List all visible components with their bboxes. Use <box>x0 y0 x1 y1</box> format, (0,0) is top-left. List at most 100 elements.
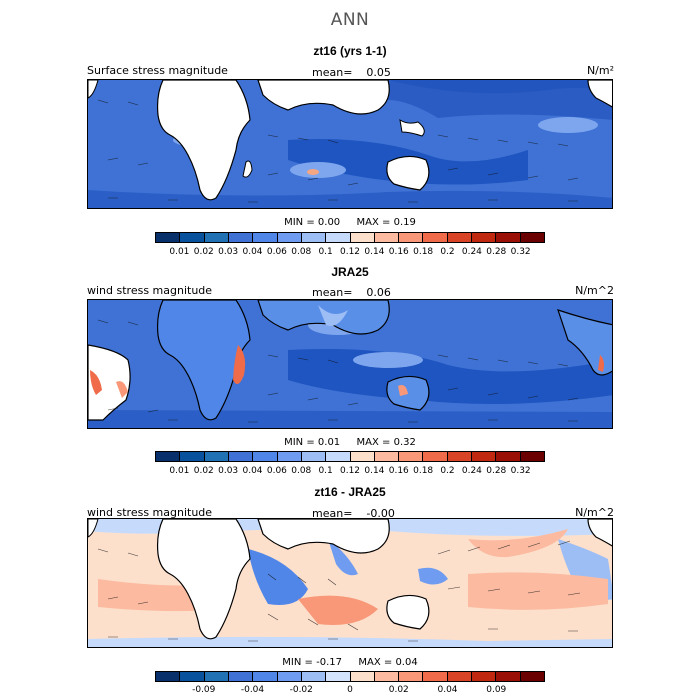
panel-3-colorbar <box>155 671 545 682</box>
colorbar-swatch <box>496 233 521 242</box>
panel-1-title: zt16 (yrs 1-1) <box>313 44 387 58</box>
colorbar-swatch <box>374 672 400 681</box>
panel-3-mean: mean= -0.00 <box>312 507 395 520</box>
panel-1-colorbar <box>155 232 545 243</box>
colorbar-tick-label: 0.04 <box>242 466 263 476</box>
colorbar-swatch <box>520 672 544 681</box>
colorbar-tick-label: 0.16 <box>388 466 409 476</box>
colorbar-tick-label: 0.01 <box>169 247 190 257</box>
panel-2-minmax: MIN = 0.01 MAX = 0.32 <box>0 437 700 448</box>
panel-3-variable-label: wind stress magnitude <box>87 506 213 519</box>
panel-1-variable-label: Surface stress magnitude <box>87 64 228 77</box>
colorbar-swatch <box>326 672 351 681</box>
colorbar-tick-label: 0.03 <box>218 466 239 476</box>
colorbar-tick-label: 0.18 <box>413 247 434 257</box>
panel-3-min-label: MIN = <box>282 657 313 668</box>
panel-2-max-value: 0.32 <box>393 437 416 448</box>
colorbar-swatch <box>301 452 327 461</box>
panel-2-mean-label: mean= <box>312 286 353 299</box>
panel-3-max-value: 0.04 <box>395 657 418 668</box>
panel-1-map <box>87 79 613 209</box>
panel-2-max-label: MAX = <box>356 437 391 448</box>
colorbar-swatch <box>204 672 229 681</box>
colorbar-swatch <box>156 233 181 242</box>
colorbar-tick-label: -0.02 <box>289 685 313 695</box>
colorbar-swatch <box>423 672 448 681</box>
panel-2-variable-label: wind stress magnitude <box>87 284 213 297</box>
colorbar-swatch <box>253 452 278 461</box>
colorbar-swatch <box>472 233 497 242</box>
colorbar-swatch <box>423 452 448 461</box>
colorbar-tick-label: 0.14 <box>364 466 385 476</box>
colorbar-tick-label: 0.06 <box>266 466 287 476</box>
colorbar-tick-label: 0.12 <box>339 247 361 257</box>
colorbar-swatch <box>496 672 521 681</box>
colorbar-tick-label: 0.01 <box>169 466 190 476</box>
panel-3-map-plot <box>88 519 612 647</box>
colorbar-tick-label: 0.12 <box>339 466 361 476</box>
colorbar-swatch <box>447 233 473 242</box>
colorbar-swatch <box>228 233 254 242</box>
panel-1-map-plot <box>88 80 612 208</box>
colorbar-tick-label: 0.04 <box>242 247 263 257</box>
colorbar-tick-label: 0.08 <box>291 247 312 257</box>
colorbar-tick-label: 0.2 <box>440 466 455 476</box>
colorbar-swatch <box>374 233 400 242</box>
panel-1-mean-label: mean= <box>312 66 353 79</box>
colorbar-swatch <box>520 452 544 461</box>
colorbar-swatch <box>277 452 302 461</box>
colorbar-swatch <box>326 452 351 461</box>
colorbar-tick-label: 0.08 <box>291 466 312 476</box>
panel-1-max-label: MAX = <box>356 217 391 228</box>
colorbar-tick-label: 0.03 <box>218 247 239 257</box>
colorbar-swatch <box>180 672 205 681</box>
colorbar-tick-label: 0.2 <box>440 247 455 257</box>
colorbar-swatch <box>301 672 327 681</box>
panel-2-map <box>87 299 613 429</box>
colorbar-tick-label: 0.02 <box>193 466 214 476</box>
panel-3-units: N/m^2 <box>575 506 614 519</box>
panel-3-mean-value: -0.00 <box>366 507 395 520</box>
colorbar-swatch <box>326 233 351 242</box>
panel-3-max-label: MAX = <box>358 657 393 668</box>
panel-2-mean: mean= 0.06 <box>312 286 391 299</box>
panel-1-min-label: MIN = <box>284 217 315 228</box>
colorbar-swatch <box>204 233 229 242</box>
colorbar-tick-label: 0.28 <box>486 466 507 476</box>
colorbar-tick-label: 0.28 <box>486 247 507 257</box>
panel-2-colorbar <box>155 451 545 462</box>
panel-2-min-label: MIN = <box>284 437 315 448</box>
colorbar-swatch <box>156 452 181 461</box>
panel-1-mean: mean= 0.05 <box>312 66 391 79</box>
colorbar-swatch <box>204 452 229 461</box>
colorbar-swatch <box>277 233 302 242</box>
colorbar-tick-label: -0.04 <box>240 685 265 695</box>
colorbar-swatch <box>472 452 497 461</box>
colorbar-tick-label: 0.04 <box>437 685 458 695</box>
colorbar-tick-label: 0.18 <box>413 466 434 476</box>
panel-3-map <box>87 518 613 648</box>
colorbar-swatch <box>277 672 302 681</box>
colorbar-swatch <box>350 452 375 461</box>
panel-1-max-value: 0.19 <box>393 217 416 228</box>
colorbar-swatch <box>156 672 181 681</box>
colorbar-swatch <box>423 233 448 242</box>
panel-2-min-value: 0.01 <box>317 437 341 448</box>
colorbar-tick-label: 0.14 <box>364 247 385 257</box>
colorbar-tick-label: 0.02 <box>193 247 214 257</box>
panel-2-map-plot <box>88 300 612 428</box>
panel-1-mean-value: 0.05 <box>366 66 391 79</box>
colorbar-swatch <box>228 672 254 681</box>
colorbar-swatch <box>301 233 327 242</box>
colorbar-swatch <box>472 672 497 681</box>
colorbar-swatch <box>447 452 473 461</box>
panel-1-min-value: 0.00 <box>317 217 341 228</box>
panel-1-minmax: MIN = 0.00 MAX = 0.19 <box>0 217 700 228</box>
colorbar-tick-label: 0.32 <box>510 466 531 476</box>
colorbar-swatch <box>447 672 473 681</box>
colorbar-tick-label: -0.09 <box>192 685 216 695</box>
panel-2-title: JRA25 <box>331 265 369 279</box>
colorbar-tick-label: 0.06 <box>266 247 287 257</box>
colorbar-swatch <box>520 233 544 242</box>
panel-3-title: zt16 - JRA25 <box>314 485 386 499</box>
